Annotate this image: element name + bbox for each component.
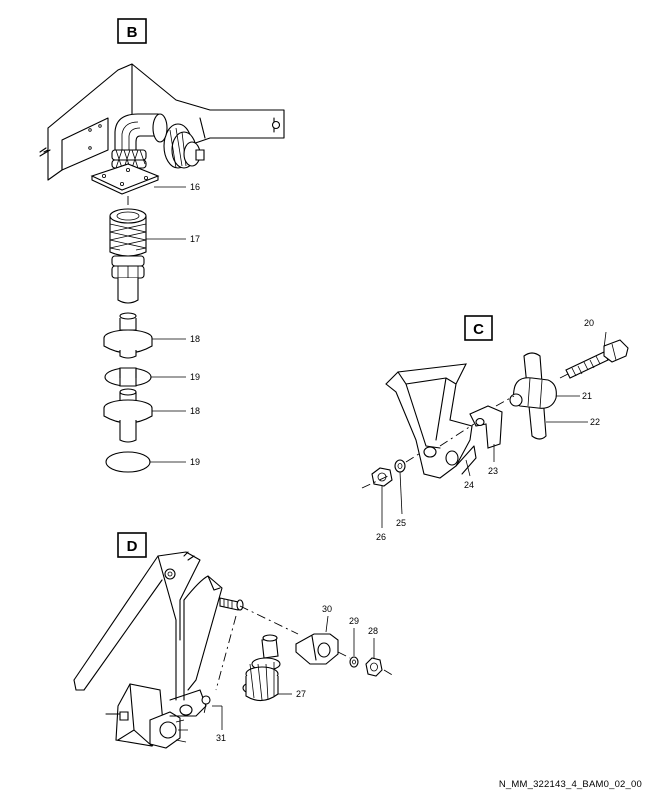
section-b-label-box bbox=[117, 18, 147, 44]
damper-upper bbox=[103, 312, 153, 359]
callout-19-upper: 19 bbox=[190, 372, 200, 382]
section-c-label-box bbox=[464, 315, 493, 341]
callout-25: 25 bbox=[396, 518, 406, 528]
frame-arm bbox=[73, 551, 223, 701]
section-c: C bbox=[361, 315, 629, 542]
callout-21: 21 bbox=[582, 391, 592, 401]
callout-17: 17 bbox=[190, 234, 200, 244]
coupling-body bbox=[109, 208, 147, 304]
damper-lower bbox=[103, 388, 153, 443]
callout-31: 31 bbox=[216, 733, 226, 743]
callout-22: 22 bbox=[590, 417, 600, 427]
ring-lower bbox=[105, 451, 151, 473]
callout-28: 28 bbox=[368, 626, 378, 636]
nut-28 bbox=[365, 657, 383, 677]
callout-26: 26 bbox=[376, 532, 386, 542]
clip-bracket bbox=[469, 405, 503, 449]
section-c-label: C bbox=[473, 321, 484, 338]
callout-27: 27 bbox=[296, 689, 306, 699]
callout-29: 29 bbox=[349, 616, 359, 626]
callout-24: 24 bbox=[464, 480, 474, 490]
lower-bracket bbox=[105, 683, 211, 749]
section-d-label-box bbox=[117, 532, 147, 558]
callout-30: 30 bbox=[322, 604, 332, 614]
section-b-label: B bbox=[127, 24, 138, 41]
clevis-30 bbox=[295, 633, 339, 665]
section-d: D bbox=[73, 532, 395, 749]
support-bracket bbox=[385, 363, 477, 479]
callout-19-lower: 19 bbox=[190, 457, 200, 467]
callout-23: 23 bbox=[488, 466, 498, 476]
damper-27 bbox=[242, 634, 281, 702]
mount-bracket-panel bbox=[39, 63, 285, 181]
section-d-label: D bbox=[127, 538, 138, 555]
hex-bolt bbox=[565, 339, 629, 379]
callout-18-lower: 18 bbox=[190, 406, 200, 416]
callout-20: 20 bbox=[584, 318, 594, 328]
stud-bolt bbox=[219, 597, 244, 611]
section-b: B bbox=[39, 18, 285, 473]
drawing-code: N_MM_322143_4_BAM0_02_00 bbox=[499, 779, 642, 790]
nut-26 bbox=[371, 467, 393, 487]
elbow-connector bbox=[90, 113, 205, 195]
ring-upper bbox=[104, 367, 152, 387]
washer-25 bbox=[394, 459, 406, 473]
callout-18-upper: 18 bbox=[190, 334, 200, 344]
callout-16: 16 bbox=[190, 182, 200, 192]
washer-29 bbox=[349, 656, 359, 668]
clamp-rod bbox=[509, 352, 557, 440]
